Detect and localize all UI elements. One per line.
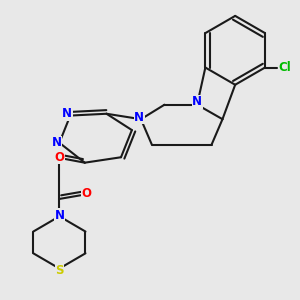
Text: N: N: [54, 209, 64, 222]
Text: N: N: [62, 107, 72, 120]
Text: O: O: [54, 151, 64, 164]
Text: N: N: [192, 95, 202, 108]
Text: O: O: [82, 187, 92, 200]
Text: Cl: Cl: [279, 61, 291, 74]
Text: N: N: [52, 136, 61, 149]
Text: N: N: [134, 111, 144, 124]
Text: S: S: [55, 264, 64, 277]
